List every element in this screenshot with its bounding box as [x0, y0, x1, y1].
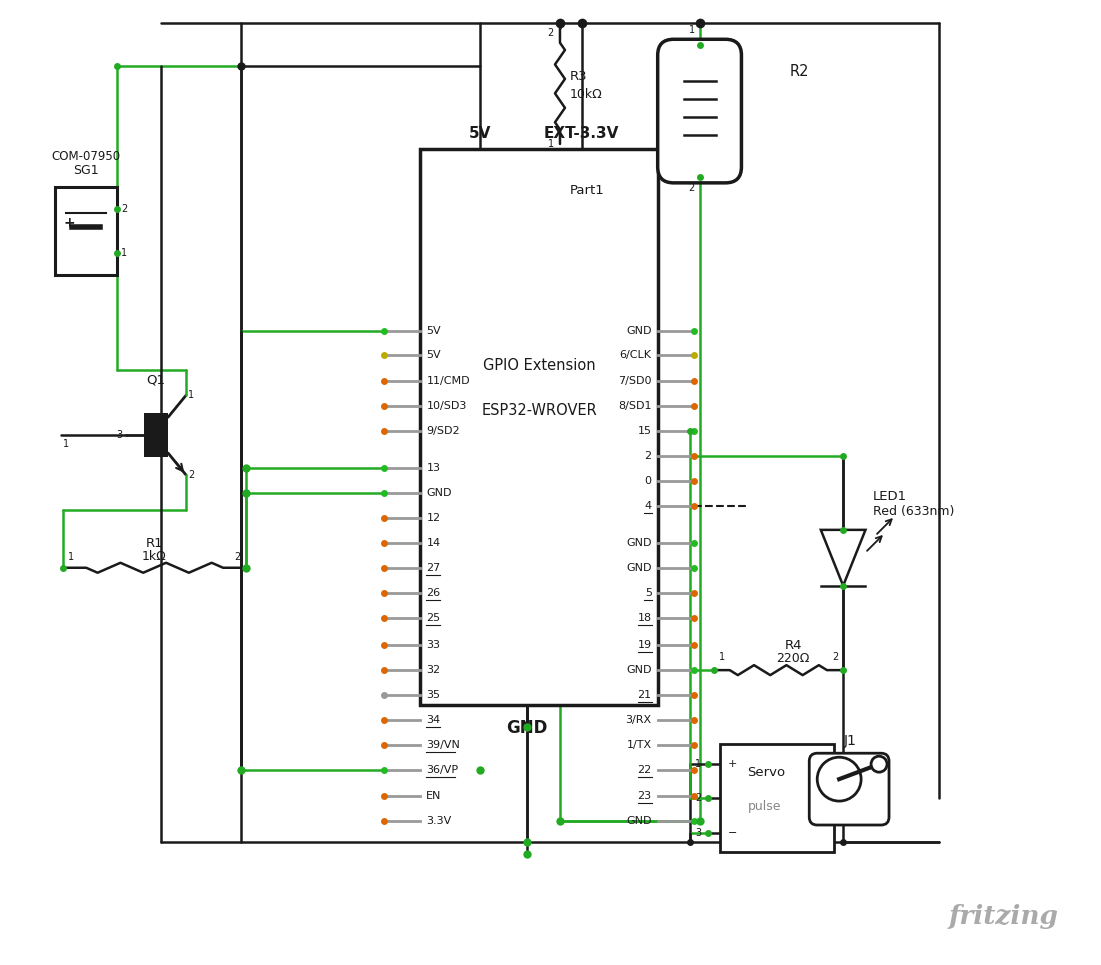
Text: pulse: pulse — [748, 800, 781, 813]
Text: J1: J1 — [844, 734, 857, 748]
Text: 2: 2 — [547, 28, 554, 39]
Circle shape — [817, 758, 861, 801]
Text: Q1: Q1 — [146, 373, 165, 387]
Bar — [421, 149, 657, 705]
Text: 27: 27 — [426, 564, 440, 573]
Text: GPIO Extension: GPIO Extension — [482, 358, 596, 373]
Text: GND: GND — [426, 488, 451, 498]
FancyBboxPatch shape — [809, 754, 889, 825]
Text: R1: R1 — [145, 537, 163, 550]
Text: +: + — [728, 758, 737, 769]
Bar — [144, 413, 168, 457]
Text: LED1: LED1 — [873, 490, 907, 503]
Text: 1/TX: 1/TX — [626, 740, 652, 750]
Text: 18: 18 — [637, 613, 652, 623]
Text: 36/VP: 36/VP — [426, 765, 458, 775]
Text: 4: 4 — [644, 501, 652, 510]
Text: 8/SD1: 8/SD1 — [618, 400, 652, 410]
Text: 32: 32 — [426, 665, 440, 676]
Text: 39/VN: 39/VN — [426, 740, 460, 750]
Text: 7/SD0: 7/SD0 — [618, 375, 652, 385]
Text: 23: 23 — [637, 791, 652, 801]
Text: Red (633nm): Red (633nm) — [873, 505, 955, 518]
Text: 12: 12 — [426, 513, 440, 523]
Text: GND: GND — [506, 719, 548, 737]
Text: 1: 1 — [688, 25, 695, 36]
Text: 14: 14 — [426, 538, 440, 548]
Bar — [55, 187, 117, 275]
Text: 1kΩ: 1kΩ — [142, 550, 166, 563]
Circle shape — [871, 757, 887, 772]
Text: fritzing: fritzing — [949, 903, 1058, 928]
Text: GND: GND — [626, 564, 652, 573]
Text: 1: 1 — [188, 390, 194, 400]
Text: 5: 5 — [645, 588, 652, 598]
Text: 34: 34 — [426, 715, 440, 725]
Text: 10kΩ: 10kΩ — [570, 88, 602, 100]
Text: 2: 2 — [188, 470, 194, 480]
Text: 11/CMD: 11/CMD — [426, 375, 470, 385]
Text: 1: 1 — [696, 758, 701, 769]
Text: 220Ω: 220Ω — [776, 652, 810, 665]
Text: 1: 1 — [121, 248, 128, 258]
Bar — [720, 744, 835, 852]
Text: 33: 33 — [426, 640, 440, 650]
Text: 1: 1 — [64, 439, 69, 449]
Text: 1: 1 — [719, 652, 724, 662]
Text: 15: 15 — [637, 426, 652, 435]
Text: 2: 2 — [121, 204, 128, 214]
FancyBboxPatch shape — [657, 40, 741, 182]
Text: EN: EN — [426, 791, 442, 801]
Text: R4: R4 — [785, 639, 802, 652]
Text: 21: 21 — [637, 690, 652, 701]
Text: 1: 1 — [548, 139, 554, 149]
Text: 2: 2 — [696, 793, 701, 803]
Text: 25: 25 — [426, 613, 440, 623]
Text: 35: 35 — [426, 690, 440, 701]
Text: −: − — [728, 828, 737, 838]
Text: 1: 1 — [68, 552, 75, 562]
Text: R3: R3 — [570, 69, 588, 83]
Text: Servo: Servo — [748, 765, 785, 779]
Text: EXT-3.3V: EXT-3.3V — [544, 126, 620, 141]
Text: 5V: 5V — [426, 326, 442, 337]
Text: 5V: 5V — [469, 126, 491, 141]
Text: GND: GND — [626, 665, 652, 676]
Text: 2: 2 — [644, 451, 652, 460]
Text: 26: 26 — [426, 588, 440, 598]
Text: 22: 22 — [637, 765, 652, 775]
Text: 19: 19 — [637, 640, 652, 650]
Text: 3: 3 — [696, 828, 701, 838]
Text: SG1: SG1 — [74, 164, 99, 177]
Text: R2: R2 — [789, 64, 809, 79]
Text: 3/RX: 3/RX — [625, 715, 652, 725]
Text: +: + — [64, 216, 75, 230]
Text: 2: 2 — [688, 182, 695, 193]
Text: GND: GND — [626, 538, 652, 548]
Text: 3: 3 — [116, 430, 122, 440]
Polygon shape — [821, 530, 865, 586]
Text: COM-07950: COM-07950 — [52, 150, 121, 163]
Text: 3.3V: 3.3V — [426, 816, 451, 826]
Text: Part1: Part1 — [570, 184, 604, 197]
Text: 5V: 5V — [426, 350, 442, 361]
Text: 6/CLK: 6/CLK — [620, 350, 652, 361]
Text: ESP32-WROVER: ESP32-WROVER — [481, 403, 597, 418]
Text: 10/SD3: 10/SD3 — [426, 400, 467, 410]
Text: 0: 0 — [645, 476, 652, 485]
Text: 2: 2 — [235, 552, 241, 562]
Text: 2: 2 — [832, 652, 838, 662]
Text: GND: GND — [626, 326, 652, 337]
Text: GND: GND — [626, 816, 652, 826]
Text: 13: 13 — [426, 463, 440, 473]
Text: 9/SD2: 9/SD2 — [426, 426, 460, 435]
